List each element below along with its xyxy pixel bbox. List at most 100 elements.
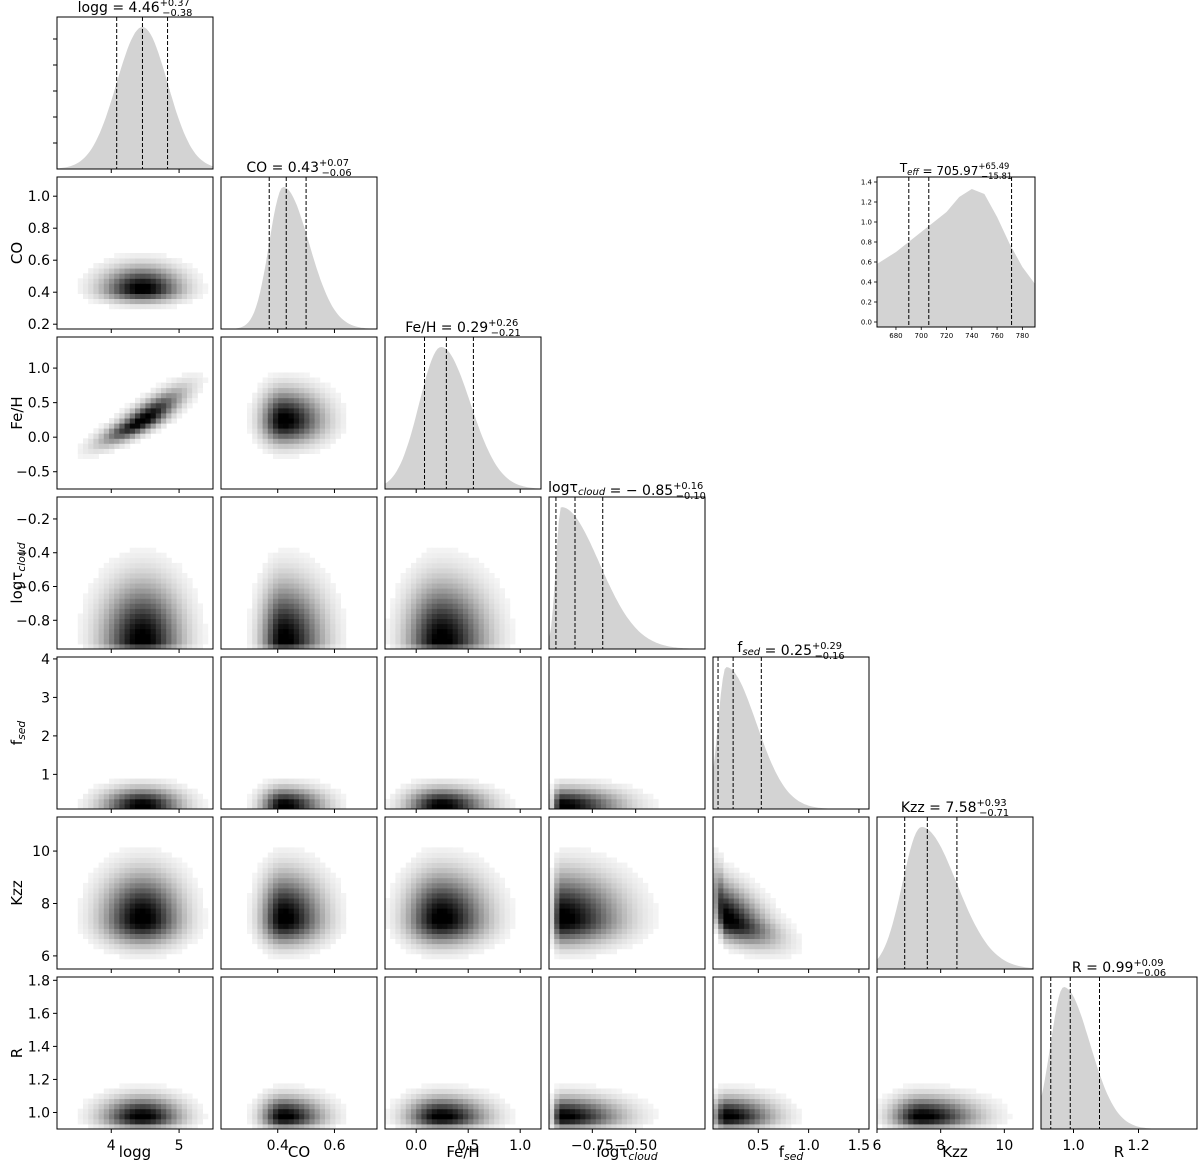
density-cell — [304, 913, 310, 919]
density-cell — [181, 1123, 188, 1130]
density-cell — [437, 893, 443, 899]
density-cell — [452, 882, 459, 889]
density-cell — [187, 598, 193, 604]
density-cell — [385, 918, 391, 924]
density-cell — [88, 877, 94, 884]
density-cell — [452, 803, 459, 810]
density-cell — [145, 788, 151, 795]
density-cell — [580, 803, 586, 810]
density-cell — [437, 578, 443, 584]
density-cell — [150, 547, 157, 554]
density-cell — [405, 608, 412, 614]
density-cell — [119, 857, 125, 863]
density-cell — [400, 588, 407, 594]
density-cell — [166, 293, 172, 299]
density-cell — [426, 593, 433, 599]
density-cell — [739, 1088, 745, 1094]
density-cell — [129, 1113, 136, 1120]
density-cell — [509, 1113, 516, 1120]
density-cell — [580, 933, 586, 939]
density-cell — [616, 783, 623, 790]
density-cell — [124, 847, 131, 853]
density-cell — [88, 918, 94, 924]
density-cell — [267, 638, 274, 645]
density-cell — [114, 588, 120, 594]
density-cell — [304, 372, 310, 378]
density-cell — [192, 588, 198, 594]
density-cell — [549, 938, 555, 945]
density-cell — [325, 583, 331, 589]
density-cell — [325, 913, 331, 919]
density-cell — [437, 557, 443, 564]
density-cell — [733, 1083, 740, 1089]
density-cell — [304, 402, 310, 409]
density-cell — [601, 938, 607, 945]
density-cell — [109, 778, 115, 785]
density-cell — [140, 877, 146, 884]
density-cell — [309, 887, 315, 894]
density-cell — [161, 382, 167, 389]
density-cell — [181, 293, 188, 299]
density-cell — [257, 583, 263, 589]
density-cell — [166, 573, 172, 579]
density-cell — [129, 1088, 136, 1094]
density-cell — [197, 387, 203, 394]
density-cell — [257, 1118, 263, 1125]
density-cell — [114, 857, 120, 863]
density-cell — [468, 567, 474, 574]
density-cell — [273, 943, 279, 950]
density-cell — [114, 278, 120, 284]
density-cell — [135, 283, 141, 289]
density-cell — [504, 887, 511, 894]
density-cell — [405, 1103, 412, 1110]
density-cell — [304, 433, 310, 439]
density-cell — [340, 407, 347, 414]
density-cell — [785, 928, 792, 934]
density-cell — [83, 887, 89, 894]
density-cell — [273, 598, 279, 604]
density-cell — [426, 623, 433, 630]
density-cell — [595, 908, 602, 914]
density-cell — [262, 418, 269, 424]
density-cell — [187, 583, 193, 589]
density-cell — [340, 608, 347, 614]
density-cell — [140, 847, 146, 853]
density-cell — [463, 852, 469, 858]
density-cell — [145, 423, 151, 429]
density-cell — [390, 908, 396, 914]
density-cell — [187, 882, 193, 889]
density-cell — [273, 618, 279, 625]
density-cell — [114, 603, 120, 609]
density-cell — [150, 1113, 157, 1120]
density-cell — [181, 618, 188, 625]
density-cell — [564, 788, 571, 795]
density-cell — [155, 578, 162, 584]
density-cell — [145, 562, 151, 569]
density-cell — [647, 898, 654, 904]
density-panel-logg-feh — [56, 336, 214, 490]
density-cell — [457, 573, 464, 579]
density-cell — [293, 793, 300, 800]
density-cell — [103, 938, 110, 945]
density-cell — [452, 933, 459, 939]
density-cell — [267, 588, 274, 594]
density-cell — [616, 1088, 623, 1094]
density-cell — [181, 793, 188, 800]
density-cell — [468, 557, 474, 564]
density-cell — [569, 783, 576, 790]
density-cell — [733, 1118, 740, 1125]
density-cell — [457, 1093, 464, 1099]
density-cell — [273, 562, 279, 569]
density-cell — [114, 583, 120, 589]
panel-frame — [220, 816, 378, 970]
density-cell — [390, 603, 396, 609]
density-cell — [330, 877, 336, 884]
density-cell — [335, 887, 341, 894]
density-cell — [262, 803, 269, 810]
density-cell — [166, 798, 172, 805]
density-cell — [273, 643, 279, 650]
density-cell — [293, 628, 300, 635]
density-cell — [288, 573, 295, 579]
density-cell — [267, 423, 274, 429]
density-cell — [278, 418, 284, 424]
